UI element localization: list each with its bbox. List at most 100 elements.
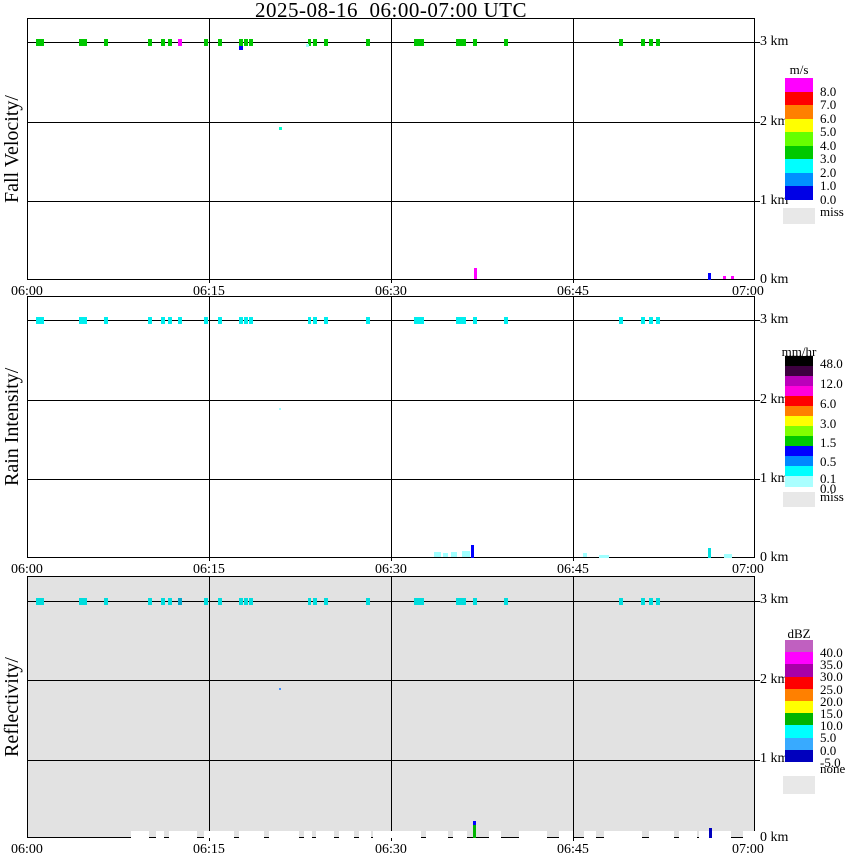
x-tick-label: 06:45: [557, 562, 589, 577]
colorbar-segment: [785, 749, 813, 763]
data-mark: [504, 39, 508, 46]
data-mark: [104, 317, 108, 324]
data-mark: [414, 598, 424, 605]
colorbar-segment: [785, 456, 813, 467]
data-mark: [504, 317, 508, 324]
colorbar-segment: [785, 713, 813, 726]
colorbar-value-label: 1.0: [820, 178, 837, 193]
data-mark: [244, 317, 248, 324]
data-mark: [218, 317, 222, 324]
colorbar-segment: [785, 172, 813, 187]
data-mark: [244, 598, 248, 605]
km-tick-label: 1 km: [760, 471, 789, 486]
gridline-0615: [209, 297, 210, 561]
x-tick-label: 07:00: [732, 284, 764, 299]
colorbar-value-label: 10.0: [820, 718, 843, 733]
data-mark: [451, 552, 457, 557]
axis-tick: [755, 122, 760, 123]
data-mark: [649, 39, 653, 46]
data-mark: [131, 831, 149, 838]
colorbar-value-label: 8.0: [820, 84, 837, 99]
data-mark: [366, 317, 370, 324]
colorbar-missing-swatch: [783, 492, 815, 507]
km-tick-label: 1 km: [760, 193, 789, 208]
colorbar-missing-label: miss: [820, 489, 844, 504]
data-mark: [249, 317, 253, 324]
colorbar-value-label: 5.0: [820, 124, 837, 139]
data-mark: [519, 831, 547, 838]
data-mark: [473, 598, 477, 605]
colorbar-segment: [785, 664, 813, 678]
data-mark: [279, 408, 281, 410]
colorbar-segment: [785, 476, 813, 487]
colorbar-segment: [785, 640, 813, 653]
data-mark: [559, 831, 573, 838]
data-mark: [148, 317, 152, 324]
colorbar-title: mm/hr: [781, 344, 817, 359]
colorbar-value-label: 0.0: [820, 743, 837, 758]
data-mark: [36, 39, 44, 46]
x-tick-label: 06:30: [375, 284, 407, 299]
data-mark: [641, 39, 645, 46]
km-tick-label: 2 km: [760, 672, 789, 687]
axis-tick: [755, 479, 760, 480]
colorbar-value-label: 2.0: [820, 165, 837, 180]
data-mark: [434, 552, 441, 557]
data-mark: [619, 317, 623, 324]
data-mark: [161, 39, 165, 46]
colorbar-segment: [785, 396, 813, 407]
colorbar-segment: [785, 118, 813, 133]
data-mark: [156, 831, 164, 838]
data-mark: [178, 39, 182, 46]
data-mark: [218, 598, 222, 605]
colorbar-segment: [785, 416, 813, 427]
data-mark: [474, 268, 477, 279]
data-mark: [366, 39, 370, 46]
y-axis-label-reflectivity: Reflectivity/: [1, 657, 23, 757]
y-axis-label-fall-velocity: Fall Velocity/: [1, 95, 23, 203]
data-mark: [313, 598, 317, 605]
x-tick-label: 07:00: [732, 842, 764, 857]
data-mark: [36, 598, 44, 605]
gridline-0630: [391, 297, 392, 561]
data-mark: [279, 688, 281, 690]
data-mark: [79, 598, 87, 605]
data-mark: [641, 317, 645, 324]
axis-tick: [755, 400, 760, 401]
y-axis-label-rain-intensity: Rain Intensity/: [1, 367, 23, 487]
data-mark: [679, 831, 697, 838]
data-mark: [489, 831, 501, 838]
axis-tick: [755, 42, 760, 43]
colorbar-value-label: 0.0: [820, 192, 837, 207]
time-axis-labels: 06:00 06:15 06:30 06:45 07:00: [0, 562, 850, 578]
data-mark: [148, 39, 152, 46]
colorbar-segment: [785, 676, 813, 690]
gridline-0630: [391, 19, 392, 283]
gridline-0615: [209, 19, 210, 283]
colorbar-title: dBZ: [787, 626, 811, 641]
data-mark: [443, 553, 448, 557]
data-mark: [414, 39, 424, 46]
colorbar-segment: [785, 737, 813, 751]
data-mark: [169, 831, 197, 838]
data-mark: [366, 598, 370, 605]
colorbar-segment: [785, 652, 813, 665]
data-mark: [656, 598, 660, 605]
x-tick-label: 06:15: [193, 562, 225, 577]
data-mark: [269, 831, 299, 838]
colorbar-value-label: 7.0: [820, 97, 837, 112]
data-mark: [583, 553, 587, 557]
data-mark: [743, 831, 755, 838]
data-mark: [239, 39, 243, 46]
km-tick-label: 1 km: [760, 751, 789, 766]
x-tick-label: 06:00: [11, 562, 43, 577]
data-mark: [104, 598, 108, 605]
data-mark: [619, 598, 623, 605]
data-mark: [168, 39, 172, 46]
axis-tick: [755, 680, 760, 681]
time-axis-labels: 06:00 06:15 06:30 06:45 07:00: [0, 842, 850, 858]
data-mark: [473, 821, 476, 825]
data-mark: [724, 554, 732, 558]
colorbar-value-label: 5.0: [820, 730, 837, 745]
